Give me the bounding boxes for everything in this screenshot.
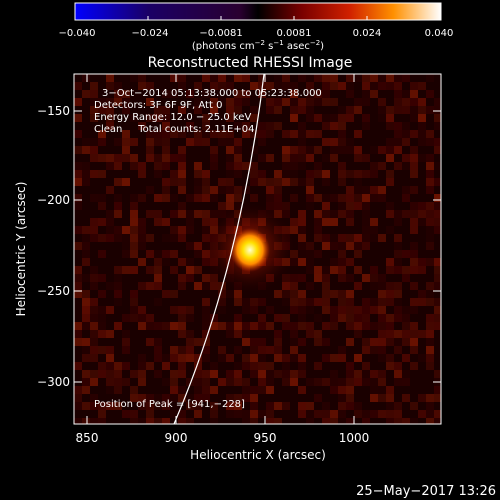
x-tick-label: 850 (76, 431, 99, 445)
info-time-range: 3−Oct−2014 05:13:38.000 to 05:23:38.000 (102, 88, 322, 99)
info-energy-range: Energy Range: 12.0 − 25.0 keV (94, 112, 251, 123)
colorbar-tick-label: −0.0081 (199, 28, 242, 39)
x-tick-label: 1000 (339, 431, 370, 445)
colorbar-units: (photons cm−2 s−1 asec−2) (192, 39, 324, 52)
plot-frame (73, 73, 442, 425)
colorbar-tick-label: 0.024 (353, 28, 382, 39)
y-tick-label: −200 (37, 193, 70, 207)
colorbar-tick-label: −0.040 (58, 28, 95, 39)
flare-source (230, 228, 270, 272)
y-tick-label: −300 (37, 375, 70, 389)
colorbar-tick-label: −0.024 (131, 28, 168, 39)
peak-position-label: Position of Peak = [941,−228] (94, 399, 245, 410)
colorbar-tick-label: 0.0081 (277, 28, 312, 39)
x-tick-label: 950 (254, 431, 277, 445)
colorbar-tick-label: 0.040 (425, 28, 454, 39)
x-tick-label: 900 (165, 431, 188, 445)
y-axis-label: Heliocentric Y (arcsec) (14, 182, 28, 317)
colorbar (74, 2, 442, 21)
footer-timestamp: 25−May−2017 13:26 (356, 484, 496, 499)
x-axis-label: Heliocentric X (arcsec) (190, 448, 326, 462)
info-detectors: Detectors: 3F 6F 9F, Att 0 (94, 100, 222, 111)
axis-tick-marks (74, 74, 441, 424)
y-tick-label: −150 (37, 104, 70, 118)
solar-limb-curve (173, 74, 265, 424)
plot-title: Reconstructed RHESSI Image (148, 55, 353, 71)
colorbar-tick-marks (74, 16, 442, 20)
y-tick-label: −250 (37, 284, 70, 298)
info-clean-counts: Clean Total counts: 2.11E+04 (94, 124, 254, 135)
